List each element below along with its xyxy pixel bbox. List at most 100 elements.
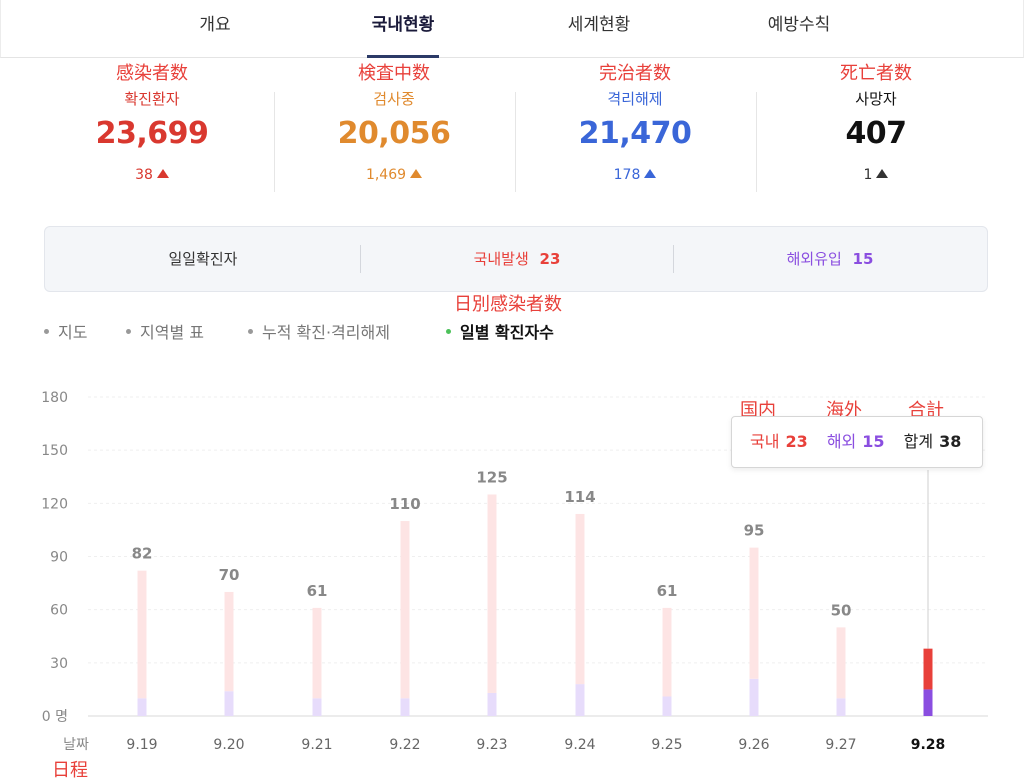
summary-domestic-label: 국내발생: [473, 250, 529, 268]
chart-tooltip: 국내 23 해외 15 합계 38: [731, 416, 983, 468]
stat-confirmed-delta-value: 38: [135, 167, 153, 183]
bar-domestic: [137, 570, 147, 699]
summary-overseas-label: 해외유입: [786, 250, 842, 268]
stat-released-annotation: 完治者数: [599, 63, 671, 84]
bar-value-label: 110: [389, 495, 420, 513]
tooltip-domestic-label: 국내: [750, 432, 780, 451]
stat-testing: 検査中数 검사중 20,056 1,469: [274, 60, 514, 186]
stat-deaths-delta-value: 1: [863, 167, 873, 183]
stat-divider: [756, 92, 757, 192]
bar-overseas: [749, 678, 759, 716]
summary-overseas: 해외유입 15: [673, 227, 987, 291]
bar-value-label: 61: [657, 582, 678, 600]
subtab-map[interactable]: 지도: [44, 318, 87, 348]
stat-deaths-value: 407: [845, 116, 907, 151]
tab-overview[interactable]: 개요: [199, 15, 231, 35]
stat-confirmed-delta: 38: [32, 164, 272, 186]
bar-overseas: [400, 698, 410, 716]
bar-domestic: [487, 494, 497, 693]
stat-testing-delta-value: 1,469: [365, 167, 407, 183]
daily-confirmed-summary: 일일확진자 국내발생 23 해외유입 15: [44, 226, 988, 292]
tab-domestic-status[interactable]: 국내현황: [371, 15, 435, 35]
stat-confirmed-label: 확진환자: [124, 90, 180, 108]
bar-overseas: [487, 692, 497, 716]
bar-value-label: 50: [831, 601, 852, 619]
stat-confirmed-annotation: 感染者数: [116, 63, 188, 84]
summary-divider: [673, 245, 674, 273]
stat-divider: [274, 92, 275, 192]
annotation-total: 合計: [908, 400, 944, 421]
bar-domestic: [312, 607, 322, 699]
bar-value-label: 125: [476, 468, 507, 486]
bar-domestic: [749, 547, 759, 679]
summary-overseas-value: 15: [852, 250, 874, 268]
x-tick-label: 9.25: [651, 737, 682, 753]
active-tab-underline: [367, 55, 439, 58]
summary-divider: [360, 245, 361, 273]
bar-value-label: 95: [744, 522, 765, 540]
x-tick-label: 9.21: [301, 737, 332, 753]
y-tick-label: 0 명: [42, 709, 68, 725]
top-tab-bar: 개요 국내현황 세계현황 예방수칙: [0, 0, 1024, 58]
x-tick-label: 9.22: [389, 737, 420, 753]
y-tick-label: 120: [41, 496, 68, 512]
stat-released: 完治者数 격리해제 21,470 178: [515, 60, 755, 186]
bar-domestic: [224, 591, 234, 692]
stat-testing-value: 20,056: [337, 116, 451, 151]
tab-prevention-rules[interactable]: 예방수칙: [767, 15, 831, 35]
bullet-dot-icon: [446, 329, 451, 334]
tooltip-total-label: 합계: [903, 432, 934, 451]
y-tick-label: 180: [41, 390, 68, 406]
bar-domestic: [575, 513, 585, 685]
stat-divider: [515, 92, 516, 192]
tab-world-status[interactable]: 세계현황: [567, 15, 631, 35]
summary-label: 일일확진자: [168, 250, 238, 268]
annotation-date: 日程: [52, 760, 88, 781]
subtab-cumulative[interactable]: 누적 확진·격리해제: [248, 318, 390, 348]
stat-deaths-annotation: 死亡者数: [840, 63, 912, 84]
summary-domestic-value: 23: [539, 250, 561, 268]
x-tick-label: 9.23: [476, 737, 507, 753]
bar-value-label: 70: [219, 566, 240, 584]
subtab-map-label: 지도: [58, 323, 88, 342]
stat-testing-label: 검사중: [373, 90, 415, 108]
annotation-domestic: 国内: [740, 400, 776, 421]
summary-domestic: 국내발생 23: [361, 227, 673, 291]
stat-testing-annotation: 検査中数: [358, 63, 430, 84]
x-tick-label: 9.24: [564, 737, 595, 753]
stat-testing-delta: 1,469: [274, 164, 514, 186]
annotation-overseas: 海外: [826, 400, 862, 421]
bar-domestic: [400, 521, 410, 699]
stat-deaths-delta: 1: [756, 164, 996, 186]
x-tick-label: 9.19: [126, 737, 157, 753]
x-tick-label: 9.26: [738, 737, 769, 753]
annotation-daily: 日別感染者数: [454, 294, 562, 315]
triangle-up-icon: [644, 169, 657, 178]
bar-overseas: [836, 698, 846, 716]
chart-view-tabs: 지도 지역별 표 누적 확진·격리해제 일별 확진자수: [0, 318, 1024, 348]
stat-released-delta-value: 178: [613, 167, 641, 183]
stat-confirmed: 感染者数 확진환자 23,699 38: [32, 60, 272, 186]
y-tick-label: 30: [50, 656, 68, 672]
stat-released-delta: 178: [515, 164, 755, 186]
bar-overseas: [312, 698, 322, 716]
bar-domestic: [923, 648, 933, 690]
subtab-daily-confirmed[interactable]: 일별 확진자수: [446, 318, 554, 348]
x-tick-label: 9.28: [911, 737, 946, 753]
bullet-dot-icon: [44, 329, 49, 334]
bar-overseas: [923, 689, 933, 716]
bar-value-label: 61: [307, 582, 328, 600]
bar-value-label: 82: [132, 545, 153, 563]
triangle-up-icon: [156, 169, 169, 178]
subtab-region-table[interactable]: 지역별 표: [126, 318, 204, 348]
stat-deaths-label: 사망자: [855, 90, 897, 108]
stat-released-value: 21,470: [578, 116, 692, 151]
x-tick-label: 9.20: [213, 737, 244, 753]
bar-value-label: 114: [564, 488, 595, 506]
subtab-region-table-label: 지역별 표: [140, 323, 204, 342]
bar-domestic: [836, 627, 846, 699]
bar-domestic: [662, 607, 672, 697]
bar-overseas: [575, 684, 585, 716]
bullet-dot-icon: [126, 329, 131, 334]
triangle-up-icon: [876, 169, 889, 178]
